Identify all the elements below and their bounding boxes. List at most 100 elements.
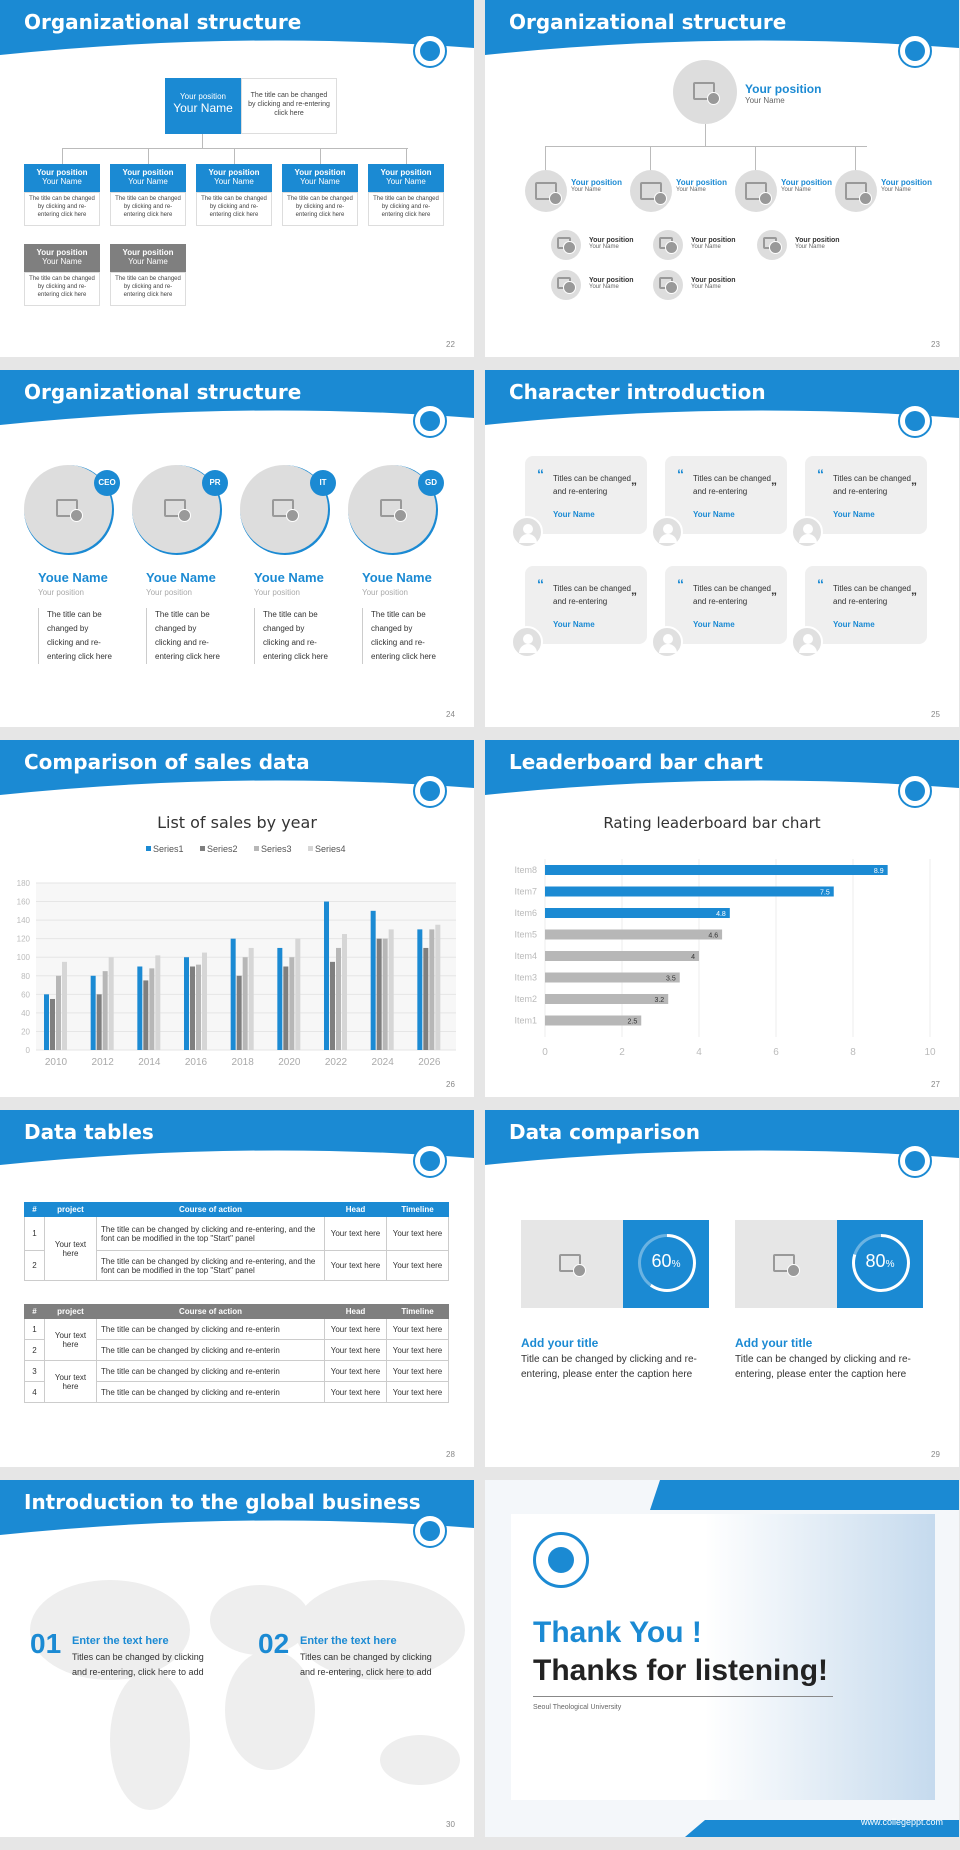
quote-card[interactable]: “ ” Titles can be changed and re-entering Y…	[525, 456, 647, 534]
org-box[interactable]: Your position Your Name	[196, 164, 272, 192]
percent-panel: 60%	[623, 1220, 709, 1308]
quote-open-icon: “	[537, 466, 544, 482]
person-name: Youe Name	[254, 570, 324, 585]
avatar	[673, 60, 737, 124]
data-label: 7.5	[820, 890, 830, 897]
slide-title: Data tables	[24, 1120, 154, 1144]
slide-title: Organizational structure	[24, 380, 302, 404]
org-box[interactable]: Your position Your Name	[282, 164, 358, 192]
org-box-desc: The title can be changed by clicking and…	[196, 192, 272, 226]
bar	[155, 955, 161, 1050]
bar	[56, 975, 61, 1050]
quote-card[interactable]: “ ” Titles can be changed and re-entering Y…	[805, 566, 927, 644]
quote-author: Your Name	[553, 620, 595, 629]
slide-26[interactable]: Comparison of sales data List of sales b…	[0, 740, 474, 1097]
page-number: 28	[446, 1450, 455, 1459]
y-tick-label: 160	[17, 898, 31, 907]
slide-title: Data comparison	[509, 1120, 700, 1144]
quote-text: Titles can be changed and re-entering	[833, 474, 911, 496]
quote-card[interactable]: “ ” Titles can be changed and re-entering Y…	[665, 566, 787, 644]
user-avatar-icon	[651, 626, 683, 658]
university-logo	[413, 1144, 447, 1178]
y-tick-label: Item7	[514, 887, 537, 897]
quote-close-icon: ”	[911, 590, 917, 604]
image-placeholder-icon	[164, 499, 191, 522]
position-label: Your position	[380, 168, 432, 177]
item-desc: Titles can be changed by clicking and re…	[72, 1652, 204, 1677]
legend-swatch	[308, 846, 313, 851]
quote-author: Your Name	[693, 510, 735, 519]
person-desc: The title can be changed by clicking and…	[146, 608, 224, 664]
image-placeholder	[735, 1220, 837, 1308]
quote-text: Titles can be changed and re-entering	[553, 584, 631, 606]
table-row: 1 Your text here The title can be changed …	[24, 1318, 449, 1361]
connector-line	[650, 146, 651, 174]
university-logo	[413, 404, 447, 438]
avatar	[551, 270, 581, 300]
bar	[423, 947, 429, 1050]
university-logo	[898, 774, 932, 808]
org-box-grey[interactable]: Your position Your Name	[24, 244, 100, 272]
percent-panel: 80%	[837, 1220, 923, 1308]
image-placeholder-icon	[845, 182, 872, 205]
table-row: 1 Your text here The title can be changed …	[24, 1216, 449, 1281]
org-box[interactable]: Your position Your Name	[110, 164, 186, 192]
org-box[interactable]: Your position Your Name	[368, 164, 444, 192]
slide-24[interactable]: Organizational structure CEO Youe Name You…	[0, 370, 474, 727]
org-box[interactable]: Your position Your Name	[24, 164, 100, 192]
position-label: Your position	[208, 168, 260, 177]
table-row: 3 Your text here The title can be changed …	[24, 1360, 449, 1403]
bar	[90, 975, 96, 1050]
avatar	[835, 170, 877, 212]
person-label: Your position Your Name	[781, 178, 832, 193]
university-logo	[898, 404, 932, 438]
user-avatar-icon	[791, 626, 823, 658]
slide-header: Character introduction	[485, 370, 959, 440]
org-top-box[interactable]: Your position Your Name	[165, 78, 241, 134]
image-placeholder-icon	[659, 277, 678, 294]
slide-title: Organizational structure	[24, 10, 302, 34]
slide-27[interactable]: Leaderboard bar chart Rating leaderboard…	[485, 740, 959, 1097]
slide-29[interactable]: Data comparison 60% Add your title Title c…	[485, 1110, 959, 1467]
y-tick-label: Item3	[514, 973, 537, 983]
slide-title: Leaderboard bar chart	[509, 750, 763, 774]
slide-header: Organizational structure	[0, 0, 474, 70]
data-label: 4.8	[716, 911, 726, 918]
org-top-desc: The title can be changed by clicking and…	[241, 78, 337, 134]
quote-card[interactable]: “ ” Titles can be changed and re-entering Y…	[805, 456, 927, 534]
slide-28[interactable]: Data tables # project Course of action Head…	[0, 1110, 474, 1467]
quote-card[interactable]: “ ” Titles can be changed and re-entering Y…	[525, 566, 647, 644]
slide-thanks[interactable]: Thank You ! Thanks for listening! Seoul …	[485, 1480, 959, 1837]
org-box-grey[interactable]: Your position Your Name	[110, 244, 186, 272]
person-desc: The title can be changed by clicking and…	[38, 608, 116, 664]
slide-22[interactable]: Organizational structure Your position Yo…	[0, 0, 474, 357]
slide-25[interactable]: Character introduction “” Titles can be c…	[485, 370, 959, 727]
bar	[102, 971, 108, 1050]
data-table-2: # project Course of action Head Timeline 1 Yo…	[24, 1304, 449, 1403]
person-position: Your position	[362, 588, 408, 597]
bar	[545, 951, 699, 961]
table-header-row: # project Course of action Head Timeline	[24, 1304, 449, 1319]
avatar	[735, 170, 777, 212]
bar	[277, 947, 283, 1050]
quote-author: Your Name	[833, 510, 875, 519]
thanks-card: Thank You ! Thanks for listening! Seoul …	[511, 1514, 935, 1800]
quote-close-icon: ”	[631, 590, 637, 604]
quote-card[interactable]: “ ” Titles can be changed and re-entering Y…	[665, 456, 787, 534]
quote-close-icon: ”	[771, 590, 777, 604]
bar	[435, 924, 441, 1050]
image-placeholder-icon	[773, 1254, 800, 1277]
role-badge: GD	[418, 470, 444, 496]
slide-header: Data tables	[0, 1110, 474, 1180]
x-tick-label: 2010	[45, 1057, 68, 1068]
website-url[interactable]: www.collegeppt.com	[860, 1817, 943, 1827]
person-label: Your position Your Name	[589, 277, 634, 290]
bar	[295, 938, 301, 1050]
slide-23[interactable]: Organizational structure Your position Yo…	[485, 0, 959, 357]
slide-title: Introduction to the global business	[24, 1490, 421, 1514]
y-tick-label: 180	[17, 879, 31, 888]
slide-30[interactable]: Introduction to the global business 01 En…	[0, 1480, 474, 1837]
name-label: Your Name	[42, 177, 82, 186]
university-logo	[413, 34, 447, 68]
position-label: Your position	[180, 92, 226, 101]
